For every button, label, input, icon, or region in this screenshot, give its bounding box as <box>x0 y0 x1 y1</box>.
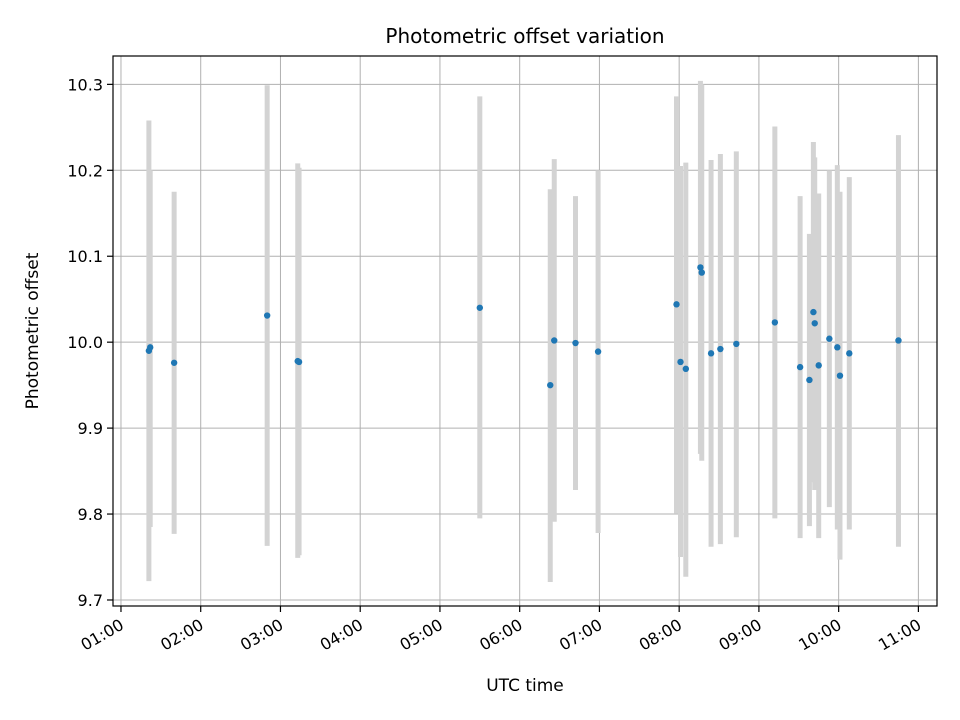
data-point <box>476 304 484 311</box>
data-point <box>295 358 303 366</box>
data-point <box>673 301 680 308</box>
data-point <box>572 339 579 347</box>
y-tick-label: 10.3 <box>67 75 103 94</box>
data-point <box>677 358 684 366</box>
data-point <box>551 337 558 344</box>
y-tick-label: 10.2 <box>67 161 103 180</box>
y-tick-label: 9.8 <box>78 505 103 524</box>
data-point <box>547 381 554 389</box>
plot-area <box>112 55 938 607</box>
data-point <box>263 312 271 319</box>
data-point <box>810 308 817 316</box>
data-point <box>170 359 178 366</box>
data-point <box>836 372 844 379</box>
data-point <box>806 376 813 384</box>
x-axis-label: UTC time <box>486 676 564 696</box>
data-point <box>826 335 833 342</box>
data-point <box>796 363 804 371</box>
data-point <box>682 365 690 373</box>
data-point <box>697 264 704 271</box>
y-tick-label: 9.7 <box>78 591 103 610</box>
data-point <box>698 269 705 276</box>
y-tick-label: 10.1 <box>67 247 103 266</box>
data-point <box>147 344 154 351</box>
data-point <box>594 348 602 355</box>
data-point <box>811 320 818 327</box>
y-axis-label: Photometric offset <box>23 252 43 409</box>
data-points <box>145 264 902 389</box>
data-point <box>733 340 740 348</box>
data-point <box>895 337 902 344</box>
data-point <box>834 344 841 351</box>
data-point <box>846 350 853 357</box>
data-point <box>815 362 822 369</box>
data-point <box>717 345 724 353</box>
y-axis: 9.7 9.8 9.9 10.0 10.1 10.2 10.3 <box>67 75 113 610</box>
chart-title: Photometric offset variation <box>385 24 664 48</box>
y-tick-label: 9.9 <box>78 419 103 438</box>
y-tick-label: 10.0 <box>67 333 103 352</box>
data-point <box>707 350 715 357</box>
data-point <box>771 319 779 326</box>
